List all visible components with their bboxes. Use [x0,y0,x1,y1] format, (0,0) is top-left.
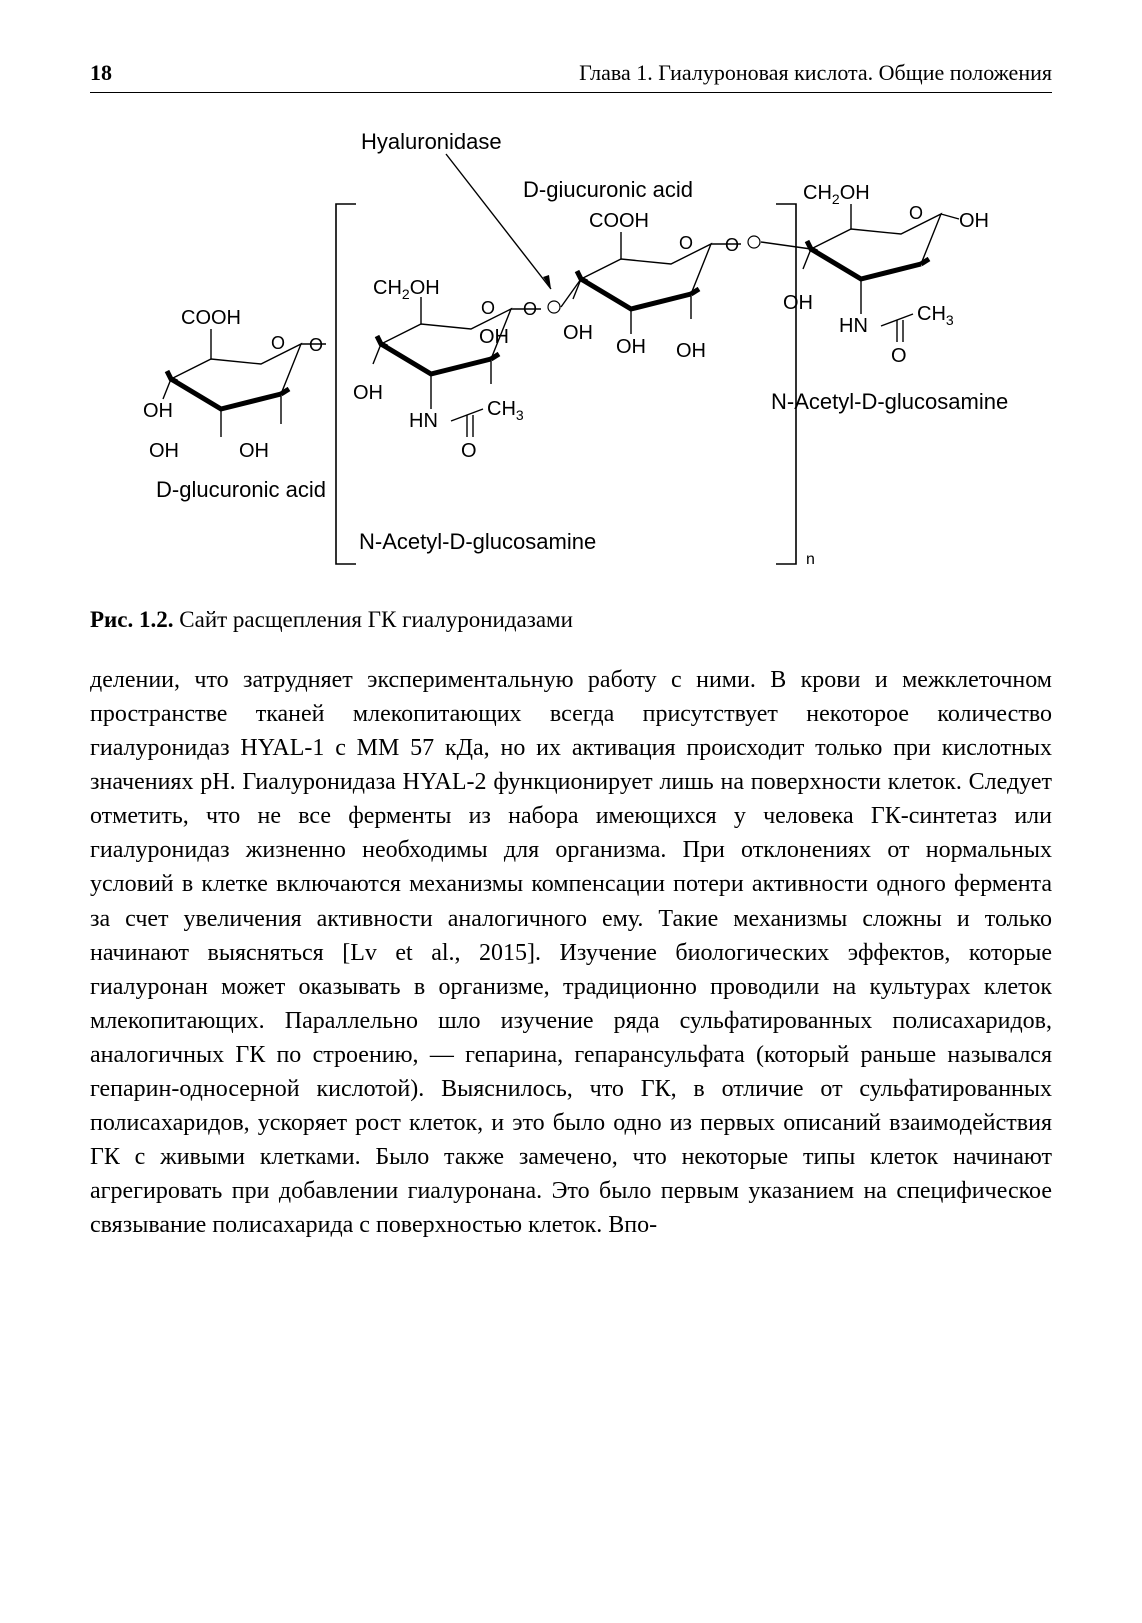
label-oh: OH [479,326,509,348]
label-o: O [725,235,739,255]
label-n-acetyl-d-glucosamine-right: N-Acetyl-D-glucosamine [771,389,1008,414]
label-oh: OH [143,400,173,422]
label-hyaluronidase: Hyaluronidase [361,129,502,154]
label-o: O [309,335,323,355]
label-oh: OH [353,382,383,404]
label-o: O [679,233,693,253]
label-ch2oh: CH2OH [803,182,870,207]
figure-1-2: Hyaluronidase n O COOH [90,119,1052,589]
figure-caption-text: Сайт расщепления ГК гиалуронидазами [174,607,573,632]
label-o: O [481,298,495,318]
figure-caption: Рис. 1.2. Сайт расщепления ГК гиалуронид… [90,607,1052,633]
label-o: O [523,299,537,319]
label-d-giucuronic-acid: D-giucuronic acid [523,177,693,202]
label-o: O [891,345,907,367]
arrow-line [446,154,551,289]
page-number: 18 [90,60,112,86]
label-oh: OH [676,340,706,362]
label-cooh: COOH [181,307,241,329]
ring-d-glucuronic-acid-left: O COOH OH OH OH O [143,307,326,462]
ring-d-giucuronic-acid: O COOH OH OH OH O [561,210,760,362]
body-paragraph: делении, что затрудняет экспериментальну… [90,663,1052,1242]
label-ch2oh: CH2OH [373,277,440,302]
bracket-subscript: n [806,551,815,568]
label-o: O [461,440,477,462]
label-oh: OH [616,336,646,358]
figure-caption-prefix: Рис. 1.2. [90,607,174,632]
label-oh: OH [563,322,593,344]
label-ch3: CH3 [487,398,524,423]
page-header: 18 Глава 1. Гиалуроновая кислота. Общие … [90,60,1052,93]
label-n-acetyl-d-glucosamine-bottom: N-Acetyl-D-glucosamine [359,529,596,554]
label-oh: OH [783,292,813,314]
label-d-glucuronic-acid: D-glucuronic acid [156,477,326,502]
right-bracket [776,204,796,564]
label-ch3: CH3 [917,303,954,328]
label-o: O [271,333,285,353]
arrow-head-icon [543,275,551,289]
book-page: 18 Глава 1. Гиалуроновая кислота. Общие … [0,0,1142,1623]
label-hn: HN [409,410,438,432]
label-oh: OH [959,210,989,232]
ring-n-acetyl-glucosamine-bottom: O CH2OH OH OH HN CH3 O O [353,277,560,462]
label-oh: OH [239,440,269,462]
label-oh: OH [149,440,179,462]
label-cooh: COOH [589,210,649,232]
chemical-structure-diagram: Hyaluronidase n O COOH [111,119,1031,589]
chapter-title: Глава 1. Гиалуроновая кислота. Общие пол… [579,60,1052,86]
label-o: O [909,203,923,223]
label-hn: HN [839,315,868,337]
